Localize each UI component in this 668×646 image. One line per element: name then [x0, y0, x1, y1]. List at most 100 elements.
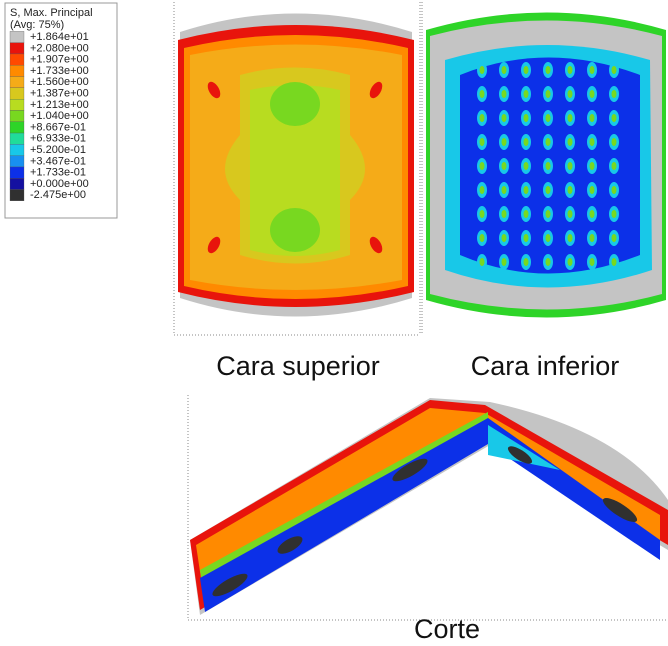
legend-swatch	[10, 54, 24, 65]
contour-spot	[590, 234, 595, 242]
contour-spot	[546, 114, 551, 122]
contour-spot	[546, 90, 551, 98]
contour-spot	[568, 162, 573, 170]
legend-swatch	[10, 156, 24, 167]
contour-spot	[480, 66, 485, 74]
contour-spot	[568, 66, 573, 74]
caption: Corte	[414, 614, 480, 644]
contour-spot	[546, 234, 551, 242]
contour-spot	[568, 114, 573, 122]
legend-label: +2.080e+00	[30, 42, 89, 54]
contour-spot	[480, 114, 485, 122]
contour-spot	[502, 186, 507, 194]
legend-label: +1.560e+00	[30, 76, 89, 88]
contour-spot	[502, 258, 507, 266]
legend-swatch	[10, 43, 24, 54]
contour-spot	[502, 114, 507, 122]
contour-spot	[612, 114, 617, 122]
legend-swatch	[10, 122, 24, 133]
contour-spot	[524, 114, 529, 122]
contour-spot	[546, 162, 551, 170]
contour-spot	[568, 258, 573, 266]
caption: Cara inferior	[471, 351, 620, 381]
contour-spot	[612, 66, 617, 74]
legend-swatch	[10, 110, 24, 121]
legend-label: -2.475e+00	[30, 189, 86, 201]
figure: S, Max. Principal (Avg: 75%) +1.864e+01+…	[0, 0, 668, 646]
contour-spot	[546, 138, 551, 146]
contour-spot	[502, 90, 507, 98]
contour-spot	[590, 210, 595, 218]
contour-spot	[524, 138, 529, 146]
contour-spot	[524, 90, 529, 98]
legend-swatch	[10, 133, 24, 144]
contour-spot	[502, 66, 507, 74]
legend: +1.864e+01+2.080e+00+1.907e+00+1.733e+00…	[10, 31, 89, 201]
legend-subtitle: (Avg: 75%)	[10, 19, 64, 31]
section-plot	[188, 395, 668, 620]
contour-spot	[480, 90, 485, 98]
page: S, Max. Principal (Avg: 75%) +1.864e+01+…	[0, 0, 668, 646]
contour-spot	[568, 234, 573, 242]
legend-label: +8.667e-01	[30, 121, 86, 133]
contour-spot	[590, 186, 595, 194]
contour-spot	[524, 234, 529, 242]
legend-swatch	[10, 144, 24, 155]
legend-swatch	[10, 190, 24, 201]
contour-spot	[524, 258, 529, 266]
legend-label: +1.733e+00	[30, 65, 89, 77]
contour-spot	[502, 162, 507, 170]
contour-spot	[590, 66, 595, 74]
legend-swatch	[10, 31, 24, 42]
contour-spot	[568, 138, 573, 146]
contour-spot	[546, 66, 551, 74]
contour-spot	[612, 234, 617, 242]
contour-spot	[480, 162, 485, 170]
contour-spot	[546, 186, 551, 194]
contour-spot	[612, 186, 617, 194]
contour-spot	[524, 186, 529, 194]
contour-spot	[612, 138, 617, 146]
contour-spot	[612, 210, 617, 218]
contour-spot	[612, 90, 617, 98]
contour-spot	[480, 138, 485, 146]
top-face-plot	[174, 2, 420, 335]
legend-label: +1.213e+00	[30, 99, 89, 111]
legend-swatch	[10, 77, 24, 88]
contour-spot	[568, 210, 573, 218]
contour-spot	[502, 234, 507, 242]
legend-swatch	[10, 88, 24, 99]
contour-spot	[546, 210, 551, 218]
contour-spot	[502, 138, 507, 146]
contour-spot	[480, 234, 485, 242]
contour-spot	[568, 90, 573, 98]
legend-label: +1.387e+00	[30, 88, 89, 100]
contour-spot	[590, 114, 595, 122]
legend-label: +0.000e+00	[30, 178, 89, 190]
legend-label: +1.864e+01	[30, 31, 89, 43]
legend-swatch	[10, 99, 24, 110]
contour-spot	[590, 138, 595, 146]
contour-spot	[612, 162, 617, 170]
contour-spot	[524, 162, 529, 170]
contour-spot	[568, 186, 573, 194]
legend-label: +3.467e-01	[30, 155, 86, 167]
legend-label: +1.907e+00	[30, 54, 89, 66]
contour-spot	[480, 258, 485, 266]
legend-swatch	[10, 167, 24, 178]
legend-label: +1.040e+00	[30, 110, 89, 122]
legend-swatch	[10, 178, 24, 189]
legend-label: +1.733e-01	[30, 167, 86, 179]
bottom-face-plot	[422, 2, 666, 335]
legend-label: +5.200e-01	[30, 144, 86, 156]
contour-spot	[590, 258, 595, 266]
contour-spot	[480, 186, 485, 194]
contour-spot	[590, 90, 595, 98]
contour-spot	[524, 66, 529, 74]
contour-spot	[524, 210, 529, 218]
caption: Cara superior	[216, 351, 380, 381]
contour-spot	[502, 210, 507, 218]
contour-spot	[590, 162, 595, 170]
legend-swatch	[10, 65, 24, 76]
contour-spot	[480, 210, 485, 218]
